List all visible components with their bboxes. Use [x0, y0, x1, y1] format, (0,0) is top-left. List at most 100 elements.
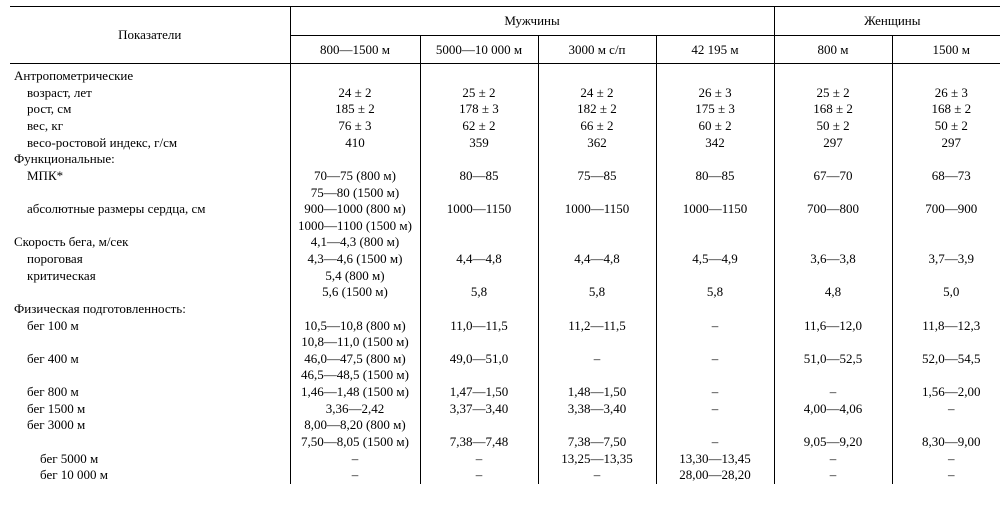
cell: 51,0—52,5	[774, 351, 892, 368]
cell: 5,8	[420, 284, 538, 301]
cell	[420, 68, 538, 85]
table-row: бег 800 м1,46—1,48 (1500 м)1,47—1,501,48…	[10, 384, 1000, 401]
cell	[538, 367, 656, 384]
cell: 9,05—9,20	[774, 434, 892, 451]
cell: 10,8—11,0 (1500 м)	[290, 334, 420, 351]
row-label: абсолютные размеры сердца, см	[10, 201, 290, 218]
row-label: Скорость бега, м/сек	[10, 234, 290, 251]
cell: 185 ± 2	[290, 101, 420, 118]
cell: 24 ± 2	[538, 85, 656, 102]
cell	[774, 301, 892, 318]
cell: 24 ± 2	[290, 85, 420, 102]
cell	[420, 185, 538, 202]
table-row: 1000—1100 (1500 м)	[10, 218, 1000, 235]
cell: 297	[774, 135, 892, 152]
table-row: вес, кг76 ± 362 ± 266 ± 260 ± 250 ± 250 …	[10, 118, 1000, 135]
row-label: бег 1500 м	[10, 401, 290, 418]
header-women: Женщины	[774, 7, 1000, 36]
cell	[892, 218, 1000, 235]
cell	[538, 234, 656, 251]
cell	[892, 334, 1000, 351]
table-row: 46,5—48,5 (1500 м)	[10, 367, 1000, 384]
cell: –	[538, 467, 656, 484]
cell	[774, 218, 892, 235]
cell: –	[538, 351, 656, 368]
cell	[656, 334, 774, 351]
cell	[774, 417, 892, 434]
row-label	[10, 434, 290, 451]
cell: 4,4—4,8	[420, 251, 538, 268]
row-label: Физическая подготовленность:	[10, 301, 290, 318]
cell: 46,0—47,5 (800 м)	[290, 351, 420, 368]
row-label: бег 5000 м	[10, 451, 290, 468]
cell: –	[656, 401, 774, 418]
cell: 66 ± 2	[538, 118, 656, 135]
cell: –	[656, 351, 774, 368]
cell: 5,4 (800 м)	[290, 268, 420, 285]
row-label: возраст, лет	[10, 85, 290, 102]
cell: 7,38—7,50	[538, 434, 656, 451]
cell: 75—85	[538, 168, 656, 185]
cell	[656, 268, 774, 285]
cell: 4,4—4,8	[538, 251, 656, 268]
cell: 11,6—12,0	[774, 318, 892, 335]
cell: 70—75 (800 м)	[290, 168, 420, 185]
table-row: Скорость бега, м/сек4,1—4,3 (800 м)	[10, 234, 1000, 251]
table-row: Физическая подготовленность:	[10, 301, 1000, 318]
table-row: бег 10 000 м–––28,00—28,20––	[10, 467, 1000, 484]
cell: 5,8	[656, 284, 774, 301]
table-row: 10,8—11,0 (1500 м)	[10, 334, 1000, 351]
cell: 11,8—12,3	[892, 318, 1000, 335]
cell: 52,0—54,5	[892, 351, 1000, 368]
cell: –	[892, 467, 1000, 484]
cell	[290, 301, 420, 318]
cell: 11,2—11,5	[538, 318, 656, 335]
cell: 1000—1150	[538, 201, 656, 218]
cell: 359	[420, 135, 538, 152]
table-row: рост, см185 ± 2178 ± 3182 ± 2175 ± 3168 …	[10, 101, 1000, 118]
cell: 362	[538, 135, 656, 152]
athletics-indicators-table: Показатели Мужчины Женщины 800—1500 м 50…	[10, 6, 1000, 484]
cell: 1,48—1,50	[538, 384, 656, 401]
row-label: Антропометрические	[10, 68, 290, 85]
cell: 25 ± 2	[420, 85, 538, 102]
row-label	[10, 334, 290, 351]
cell: –	[774, 384, 892, 401]
header-col-m-3000sc: 3000 м с/п	[538, 35, 656, 64]
cell	[892, 234, 1000, 251]
cell	[538, 185, 656, 202]
table-row: бег 100 м10,5—10,8 (800 м)11,0—11,511,2—…	[10, 318, 1000, 335]
cell	[538, 334, 656, 351]
table-row: бег 1500 м3,36—2,423,37—3,403,38—3,40–4,…	[10, 401, 1000, 418]
cell	[420, 301, 538, 318]
cell: 8,00—8,20 (800 м)	[290, 417, 420, 434]
header-col-w-800: 800 м	[774, 35, 892, 64]
cell: 50 ± 2	[774, 118, 892, 135]
cell: 49,0—51,0	[420, 351, 538, 368]
cell	[656, 151, 774, 168]
cell: 5,6 (1500 м)	[290, 284, 420, 301]
cell	[420, 268, 538, 285]
cell	[656, 417, 774, 434]
table-row: возраст, лет24 ± 225 ± 224 ± 226 ± 325 ±…	[10, 85, 1000, 102]
cell: –	[892, 401, 1000, 418]
cell: 62 ± 2	[420, 118, 538, 135]
cell	[420, 367, 538, 384]
cell	[892, 367, 1000, 384]
header-col-m-800-1500: 800—1500 м	[290, 35, 420, 64]
table-row: критическая5,4 (800 м)	[10, 268, 1000, 285]
cell	[892, 301, 1000, 318]
row-label	[10, 284, 290, 301]
cell: 80—85	[656, 168, 774, 185]
row-label	[10, 367, 290, 384]
row-label: бег 3000 м	[10, 417, 290, 434]
cell	[538, 301, 656, 318]
cell: 168 ± 2	[774, 101, 892, 118]
cell: –	[420, 467, 538, 484]
cell	[538, 268, 656, 285]
cell: –	[656, 434, 774, 451]
cell	[892, 417, 1000, 434]
cell: 3,38—3,40	[538, 401, 656, 418]
cell: 178 ± 3	[420, 101, 538, 118]
cell: 700—800	[774, 201, 892, 218]
